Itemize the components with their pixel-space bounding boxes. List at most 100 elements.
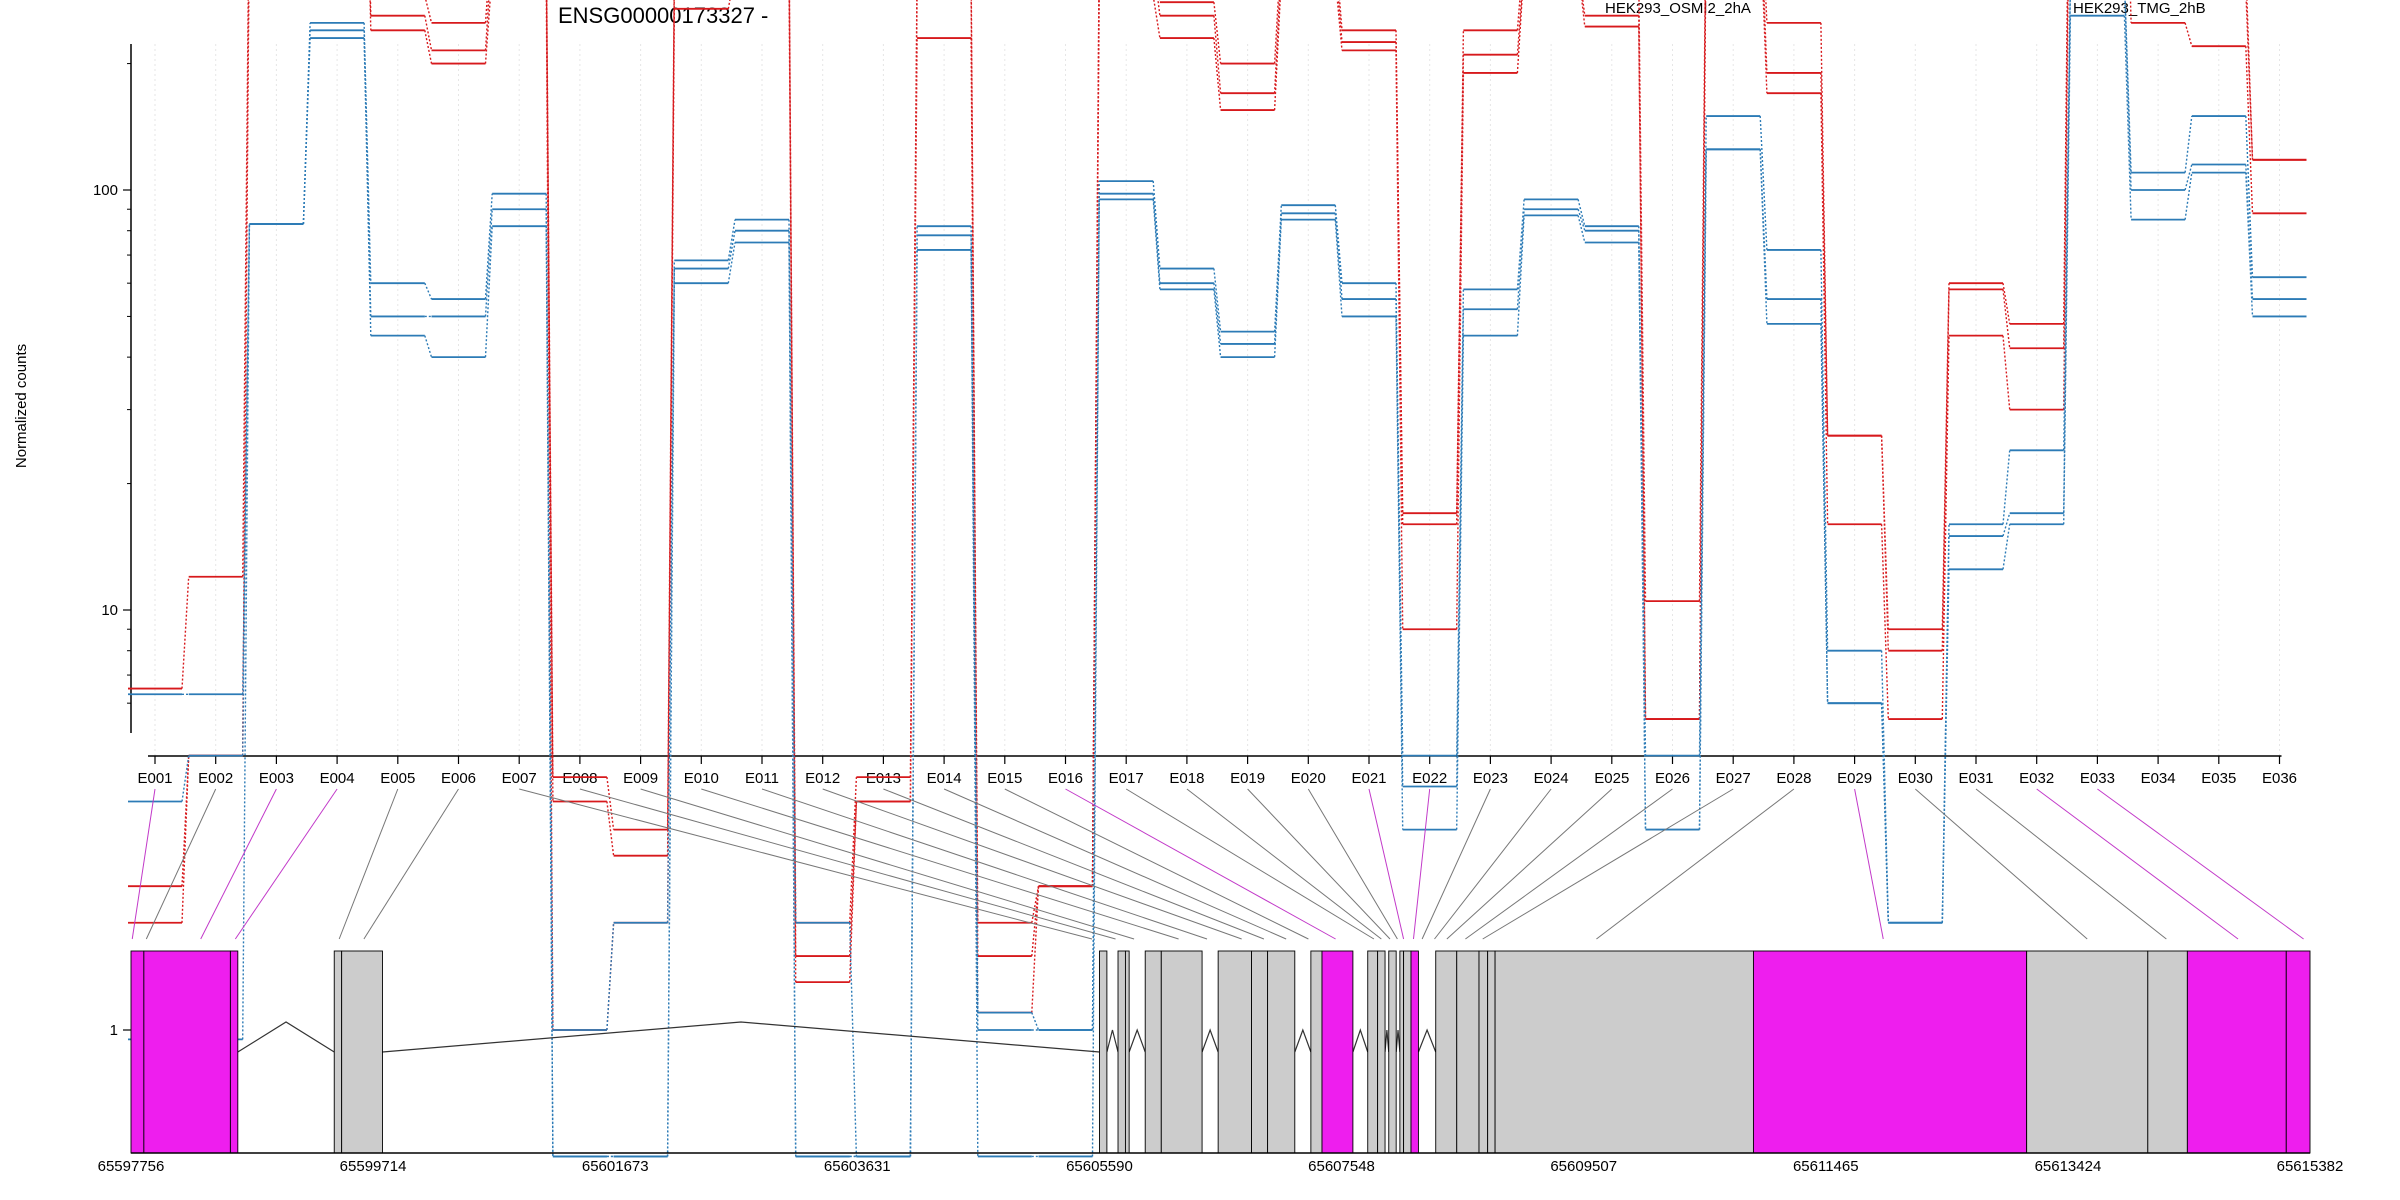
series-3-transition: [1336, 0, 1343, 51]
exon-block: [1388, 950, 1397, 1154]
exon-block: [1377, 950, 1386, 1154]
series-1-transition: [181, 576, 190, 689]
series-6-transition: [1091, 199, 1100, 1157]
series-1-transition: [1638, 0, 1647, 602]
series-3-transition: [1091, 0, 1100, 887]
x-tick-label: E013: [866, 770, 901, 787]
bin-connector-line: [1125, 788, 1375, 940]
series-5-transition: [2184, 164, 2193, 191]
x-tick-label: E036: [2262, 770, 2297, 787]
exon-block-highlighted: [1410, 950, 1419, 1154]
bin-connector-line: [1186, 788, 1382, 940]
bin-connector-line: [640, 788, 1135, 940]
series-6-transition: [1698, 149, 1707, 830]
intron-line: [1201, 1028, 1219, 1053]
genome-coordinate-label: 65607548: [1308, 1158, 1375, 1175]
x-tick-label: E007: [502, 770, 537, 787]
exon-block: [1124, 950, 1130, 1154]
series-4-transition: [1880, 650, 1889, 923]
exon-block: [1267, 950, 1296, 1154]
series-3-transition: [2062, 0, 2069, 410]
intron-line: [1384, 1029, 1390, 1053]
series-2-transition: [788, 0, 797, 957]
intron-line: [1128, 1028, 1146, 1053]
series-3-transition: [1456, 72, 1465, 630]
x-tick-label: E032: [2019, 770, 2054, 787]
series-6-transition: [2063, 15, 2072, 525]
genome-coordinate-label: 65603631: [824, 1158, 891, 1175]
exon-block-highlighted: [2186, 950, 2287, 1154]
x-tick-label: E035: [2201, 770, 2236, 787]
series-2-transition: [1941, 289, 1950, 651]
y-tick-label: 10: [101, 602, 118, 619]
legend-entry-osmi2: HEK293_OSMI2_2hA: [1605, 0, 1751, 17]
x-tick-label: E033: [2080, 770, 2115, 787]
x-tick-label: E021: [1351, 770, 1386, 787]
series-2-transition: [1516, 0, 1523, 55]
series-5-transition: [484, 209, 493, 317]
series-6: [128, 14, 2307, 1158]
exon-block: [1117, 950, 1126, 1154]
series-4-transition: [484, 193, 493, 300]
bin-connector-line: [363, 788, 459, 940]
x-tick-label: E028: [1776, 770, 1811, 787]
series-3-transition: [1153, 0, 1161, 39]
intron-line: [1106, 1029, 1119, 1053]
bin-connector-line: [519, 788, 1093, 940]
series-1-transition: [242, 0, 249, 577]
series-2-transition: [849, 801, 858, 957]
series-5-transition: [1213, 283, 1222, 345]
x-tick-label: E024: [1534, 770, 1569, 787]
intron-line: [382, 1021, 1100, 1053]
x-tick-label: E003: [259, 770, 294, 787]
x-tick-label: E027: [1716, 770, 1751, 787]
x-tick-label: E005: [380, 770, 415, 787]
series-6-transition: [1516, 215, 1525, 336]
series-6-transition: [484, 226, 493, 358]
series-2-transition: [2002, 289, 2011, 349]
series-3-transition: [242, 0, 250, 756]
series-2-transition: [545, 0, 554, 802]
series-5-transition: [606, 922, 615, 1031]
series-2-transition: [1337, 0, 1343, 43]
series-1-transition: [425, 0, 433, 24]
series-5-transition: [242, 223, 251, 756]
exon-block-highlighted: [229, 950, 239, 1154]
bin-to-genome-connectors: [131, 788, 2304, 940]
exon-block: [2026, 950, 2149, 1154]
series-5-transition: [2245, 164, 2254, 300]
series-3-transition: [1395, 50, 1404, 630]
y-tick-label: 100: [93, 182, 118, 199]
x-tick-label: E006: [441, 770, 476, 787]
exon-block: [1160, 950, 1203, 1154]
series-5-transition: [545, 209, 554, 1031]
series-4-transition: [424, 282, 433, 300]
exon-block: [1456, 950, 1480, 1154]
series-3-transition: [788, 0, 797, 983]
series-6-transition: [2184, 172, 2193, 220]
x-tick-label: E016: [1048, 770, 1083, 787]
series-6-transition: [424, 335, 433, 358]
x-tick-label: E001: [137, 770, 172, 787]
bin-connector-line: [1307, 788, 1398, 940]
series-1-transition: [2002, 283, 2011, 324]
series-6-transition: [2002, 524, 2011, 570]
series-2-transition: [1582, 0, 1586, 16]
bin-connector-line: [1482, 788, 1734, 940]
series-4-transition: [1273, 205, 1282, 332]
bin-connector-line: [234, 788, 338, 940]
bin-connector-line: [1412, 788, 1431, 940]
genome-coordinate-label: 65599714: [340, 1158, 407, 1175]
genome-coordinate-label: 65611465: [1793, 1158, 1859, 1175]
series-6-transition: [302, 38, 311, 225]
series-3-transition: [1516, 0, 1523, 73]
bin-connector-line: [145, 788, 217, 940]
series-5-transition: [2124, 0, 2132, 191]
exon-block: [1487, 950, 1496, 1154]
x-tick-label: E025: [1594, 770, 1629, 787]
bin-connector-line: [1596, 788, 1795, 940]
genome-coordinate-label: 65605590: [1066, 1158, 1133, 1175]
bin-connector-line: [1446, 788, 1613, 940]
x-tick-label: E022: [1412, 770, 1447, 787]
